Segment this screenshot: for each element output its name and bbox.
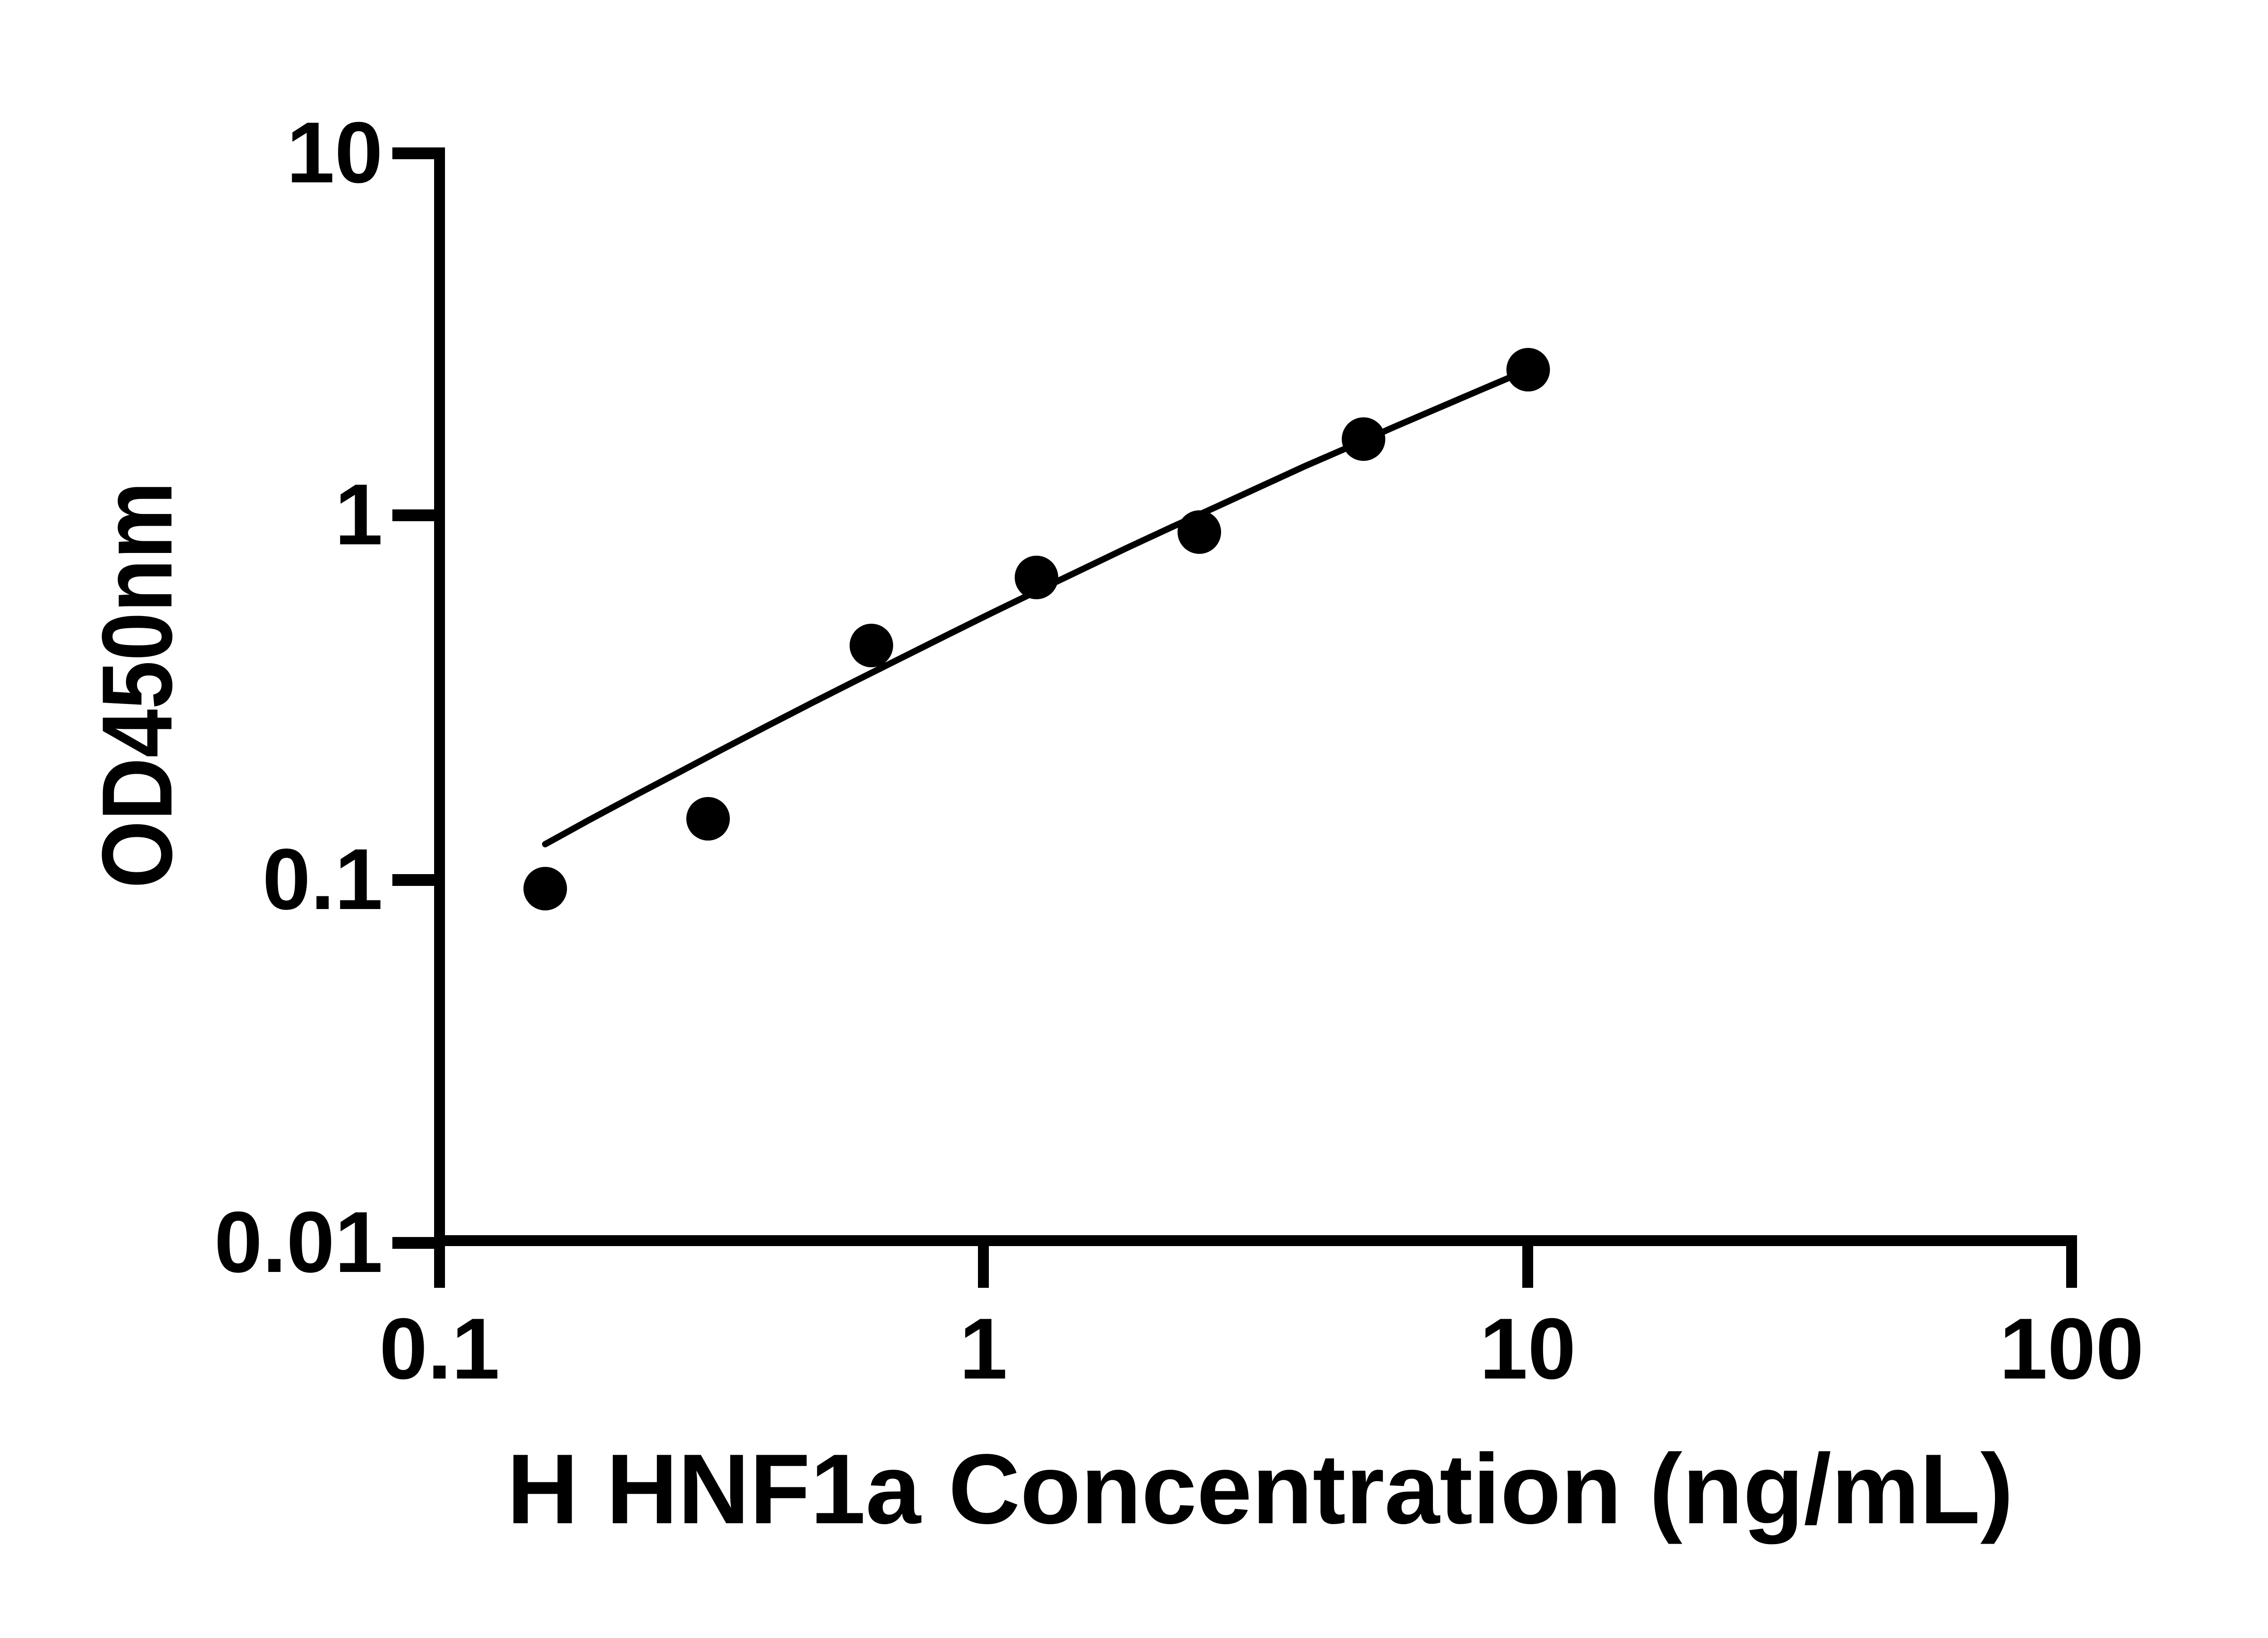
svg-text:1: 1 (335, 466, 383, 563)
svg-text:10: 10 (287, 104, 383, 201)
svg-text:1: 1 (959, 1301, 1007, 1397)
svg-text:100: 100 (1999, 1301, 2144, 1397)
svg-text:OD450nm: OD450nm (81, 482, 193, 889)
svg-text:H HNF1a Concentration (ng/mL): H HNF1a Concentration (ng/mL) (507, 1434, 2013, 1545)
svg-text:0.1: 0.1 (379, 1301, 500, 1397)
svg-text:10: 10 (1480, 1301, 1576, 1397)
svg-text:0.1: 0.1 (262, 831, 383, 928)
svg-text:0.01: 0.01 (214, 1194, 383, 1291)
